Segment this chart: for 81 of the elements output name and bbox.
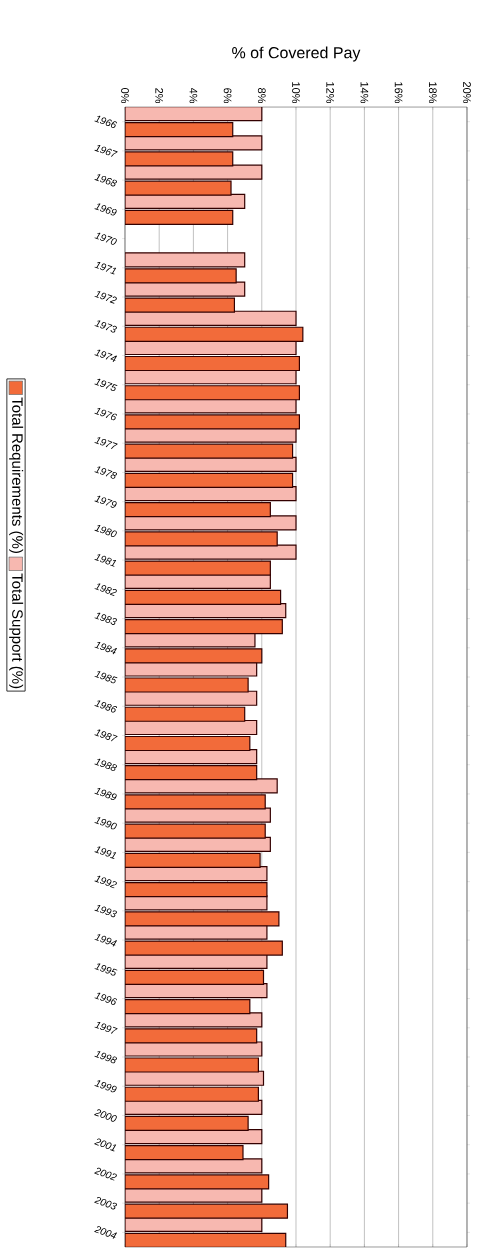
bar <box>125 1028 258 1044</box>
bar <box>125 502 271 518</box>
bar <box>125 385 301 401</box>
y-tick-label: 1986 <box>94 700 118 713</box>
y-tick-label: 1998 <box>94 1051 117 1064</box>
bar <box>125 1115 249 1132</box>
y-tick-label: 1994 <box>94 934 118 947</box>
bar <box>125 735 251 752</box>
bar <box>125 1145 244 1161</box>
x-tick-label: 18% <box>428 82 437 104</box>
y-tick-label: 1973 <box>94 320 117 333</box>
y-tick-label: 1995 <box>94 963 118 976</box>
bar <box>125 268 237 284</box>
y-tick-label: 2003 <box>94 1197 117 1210</box>
y-tick-label: 2000 <box>94 1109 117 1122</box>
x-tick-label: 2% <box>155 88 164 104</box>
y-tick-label: 1983 <box>94 612 117 625</box>
legend-label: Total Support (%) <box>9 573 24 689</box>
x-tick-label: 20% <box>463 82 471 104</box>
bar <box>125 589 282 605</box>
y-tick-label: 1981 <box>94 554 117 567</box>
bar <box>125 706 246 722</box>
x-tick-label: 16% <box>394 82 403 104</box>
bar <box>125 823 266 839</box>
y-tick-label: 1985 <box>94 671 118 684</box>
y-tick-label: 1969 <box>94 203 117 216</box>
x-tick-label: 8% <box>257 88 266 104</box>
y-tick-label: 1989 <box>94 788 117 801</box>
x-tick-label: 10% <box>292 82 300 104</box>
y-tick-label: 1992 <box>94 875 117 889</box>
bar <box>125 969 265 985</box>
bar <box>125 882 268 898</box>
x-axis-title: % of Covered Pay <box>232 46 361 62</box>
y-tick-label: 1967 <box>94 145 118 157</box>
bar <box>125 765 258 781</box>
bar <box>125 355 301 372</box>
x-tick-label: 14% <box>360 82 369 104</box>
y-tick-label: 1988 <box>94 758 117 772</box>
y-tick-label: 1993 <box>94 904 117 918</box>
y-tick-label: 1974 <box>94 349 118 362</box>
y-tick-label: 1982 <box>94 583 117 597</box>
bar <box>125 472 294 489</box>
bar <box>125 122 234 138</box>
bar <box>125 1203 289 1219</box>
y-tick-label: 1984 <box>94 641 118 655</box>
y-tick-label: 1975 <box>94 378 118 392</box>
y-tick-label: 1977 <box>94 437 118 450</box>
y-tick-label: 1966 <box>94 115 118 128</box>
bar <box>125 252 246 268</box>
y-tick-label: 2001 <box>94 1138 117 1152</box>
bar <box>125 107 262 121</box>
bar <box>125 1086 259 1102</box>
bar <box>125 443 294 459</box>
bar <box>125 1232 287 1247</box>
bar <box>125 998 251 1015</box>
bar <box>125 326 304 342</box>
legend-label: Total Requirements (%) <box>9 397 24 553</box>
y-tick-label: 1980 <box>94 525 117 538</box>
y-tick-label: 1990 <box>94 817 117 830</box>
y-tick-label: 1987 <box>94 729 118 742</box>
y-tick-label: 1970 <box>94 232 117 245</box>
y-tick-label: 1997 <box>94 1021 118 1034</box>
bar <box>125 209 234 225</box>
bar <box>125 852 261 868</box>
y-tick-label: 2002 <box>94 1167 117 1181</box>
x-tick-label: 0% <box>121 88 129 104</box>
x-tick-label: 6% <box>223 88 232 104</box>
y-tick-label: 1996 <box>94 992 118 1005</box>
y-tick-label: 1968 <box>94 174 117 187</box>
y-tick-label: 2004 <box>94 1226 118 1239</box>
x-tick-label: 4% <box>189 87 198 104</box>
y-tick-label: 1976 <box>94 408 118 421</box>
x-tick-label: 12% <box>326 82 335 104</box>
y-tick-label: 1971 <box>94 261 117 275</box>
y-tick-label: 1999 <box>94 1080 117 1093</box>
y-tick-label: 1972 <box>94 291 117 304</box>
y-tick-label: 1991 <box>94 846 117 860</box>
y-tick-label: 1979 <box>94 495 117 508</box>
bar <box>125 618 283 635</box>
y-tick-label: 1978 <box>94 466 117 479</box>
bar <box>125 648 263 664</box>
